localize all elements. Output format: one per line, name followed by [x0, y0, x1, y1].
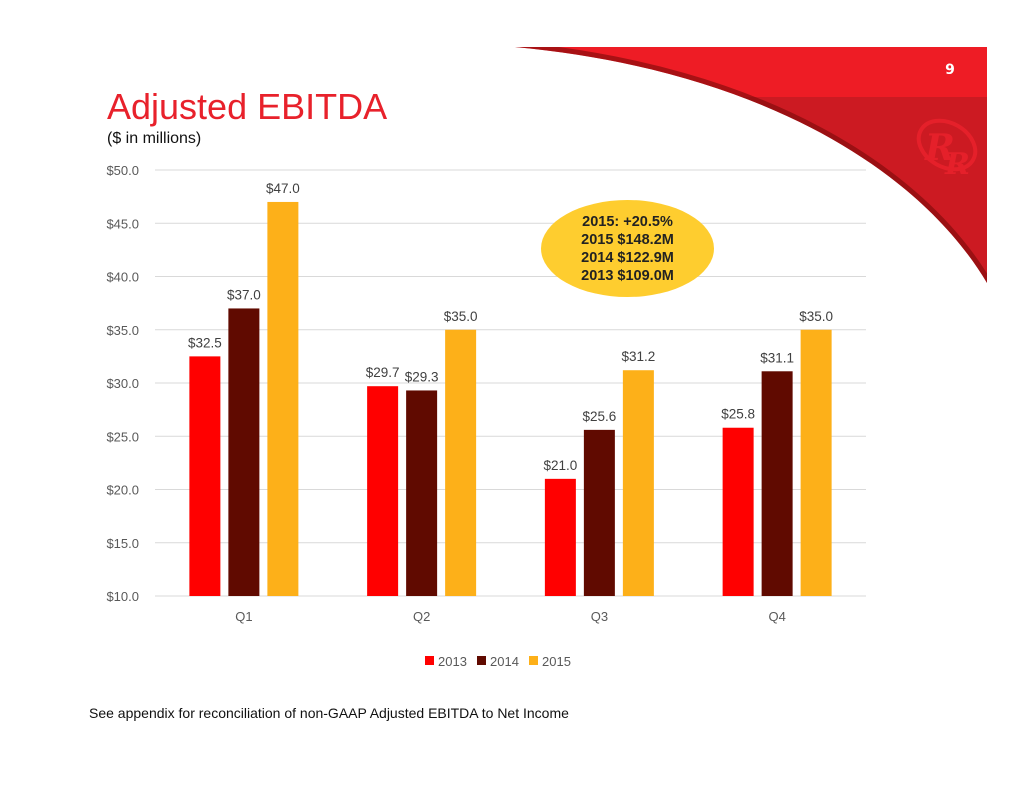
- callout-line: 2013 $109.0M: [581, 267, 674, 284]
- bar-2015-Q2: [445, 329, 477, 596]
- x-tick-label: Q4: [768, 609, 785, 624]
- bar-2015-Q4: [800, 329, 832, 596]
- y-tick-label: $20.0: [106, 483, 139, 498]
- bar-2015-Q3: [622, 370, 654, 596]
- data-label: $47.0: [266, 181, 300, 196]
- data-label: $35.0: [799, 309, 833, 324]
- legend-swatch-2015: [529, 656, 538, 665]
- svg-text:R: R: [944, 147, 970, 182]
- bar-2013-Q2: [367, 386, 399, 596]
- bar-2013-Q4: [722, 427, 754, 596]
- summary-callout: 2015: +20.5% 2015 $148.2M 2014 $122.9M 2…: [541, 200, 714, 297]
- data-label: $25.8: [721, 407, 755, 422]
- callout-line: 2015 $148.2M: [581, 231, 674, 248]
- y-tick-label: $10.0: [106, 589, 139, 604]
- y-tick-label: $40.0: [106, 270, 139, 285]
- x-tick-label: Q3: [591, 609, 608, 624]
- legend-swatch-2013: [425, 656, 434, 665]
- x-tick-label: Q1: [235, 609, 252, 624]
- bar-2013-Q1: [189, 356, 221, 596]
- data-label: $21.0: [543, 458, 577, 473]
- page-number: 9: [945, 62, 955, 78]
- data-label: $29.3: [405, 369, 439, 384]
- data-label: $29.7: [366, 365, 400, 380]
- bar-2015-Q1: [267, 201, 299, 596]
- data-label: $25.6: [582, 409, 616, 424]
- legend-label: 2014: [490, 654, 519, 669]
- bar-2013-Q3: [544, 478, 576, 596]
- y-tick-label: $15.0: [106, 536, 139, 551]
- slide-subtitle: ($ in millions): [107, 130, 202, 147]
- callout-line: 2014 $122.9M: [581, 249, 674, 266]
- y-tick-label: $45.0: [106, 216, 139, 231]
- bar-2014-Q4: [761, 371, 793, 596]
- callout-line: 2015: +20.5%: [582, 213, 673, 230]
- svg-text:R: R: [924, 127, 955, 169]
- legend-label: 2015: [542, 654, 571, 669]
- legend-swatch-2014: [477, 656, 486, 665]
- legend-label: 2013: [438, 654, 467, 669]
- y-tick-label: $25.0: [106, 429, 139, 444]
- y-tick-label: $50.0: [106, 163, 139, 178]
- data-label: $35.0: [444, 309, 478, 324]
- slide-title: Adjusted EBITDA: [107, 86, 388, 127]
- bar-2014-Q3: [583, 429, 615, 596]
- y-tick-label: $30.0: [106, 376, 139, 391]
- footnote: See appendix for reconciliation of non-G…: [89, 705, 569, 721]
- logo: R R: [916, 118, 978, 182]
- bar-2014-Q2: [406, 390, 438, 596]
- x-tick-label: Q2: [413, 609, 430, 624]
- data-label: $31.2: [621, 349, 655, 364]
- data-label: $32.5: [188, 335, 222, 350]
- y-tick-label: $35.0: [106, 323, 139, 338]
- bar-2014-Q1: [228, 308, 260, 596]
- data-label: $31.1: [760, 350, 794, 365]
- data-label: $37.0: [227, 287, 261, 302]
